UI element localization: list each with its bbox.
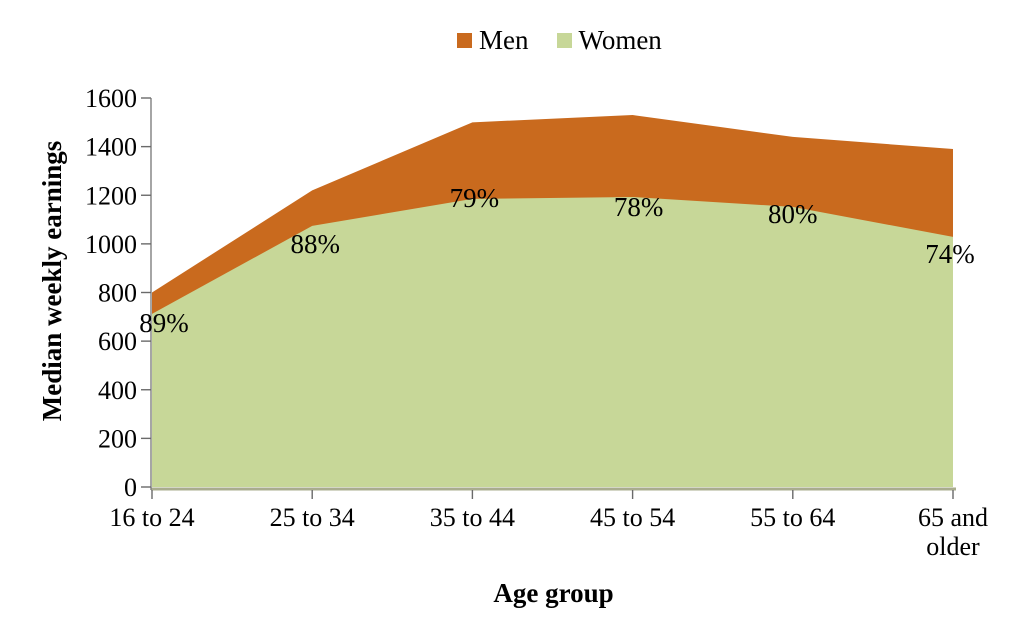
x-category-label: 45 to 54 [589,503,676,532]
y-tick-label: 600 [98,327,137,356]
legend-item-women: Women [556,24,662,56]
ratio-label: 79% [450,183,500,213]
legend-item-men: Men [457,24,529,56]
ratio-label: 80% [768,199,818,229]
x-category-label: 35 to 44 [429,503,515,532]
x-category-label: 65 and older [917,503,989,562]
y-tick-label: 200 [98,424,137,453]
legend-label-women: Women [578,25,662,55]
y-tick-label: 1000 [85,230,137,259]
x-category-label: 16 to 24 [109,503,195,532]
y-tick-label: 1200 [85,181,137,210]
men-series-swatch [457,32,472,48]
y-tick-label: 400 [98,376,137,405]
ratio-label: 78% [614,192,664,222]
ratio-label: 88% [290,229,340,259]
x-axis-title: Age group [493,578,614,608]
legend-label-men: Men [479,25,529,55]
x-axis-line [151,487,956,491]
legend: Men Women [457,24,662,56]
y-tick-label: 1400 [85,133,137,162]
x-category-label: 25 to 34 [269,503,355,532]
ratio-label: 74% [925,239,975,269]
ratio-label: 89% [139,308,189,338]
x-category-label: 55 to 64 [750,503,836,532]
y-tick-label: 1600 [85,84,137,113]
women-series-swatch [556,32,572,48]
women-area [152,196,953,487]
y-tick-label: 800 [98,279,137,308]
y-tick-label: 0 [124,473,137,502]
